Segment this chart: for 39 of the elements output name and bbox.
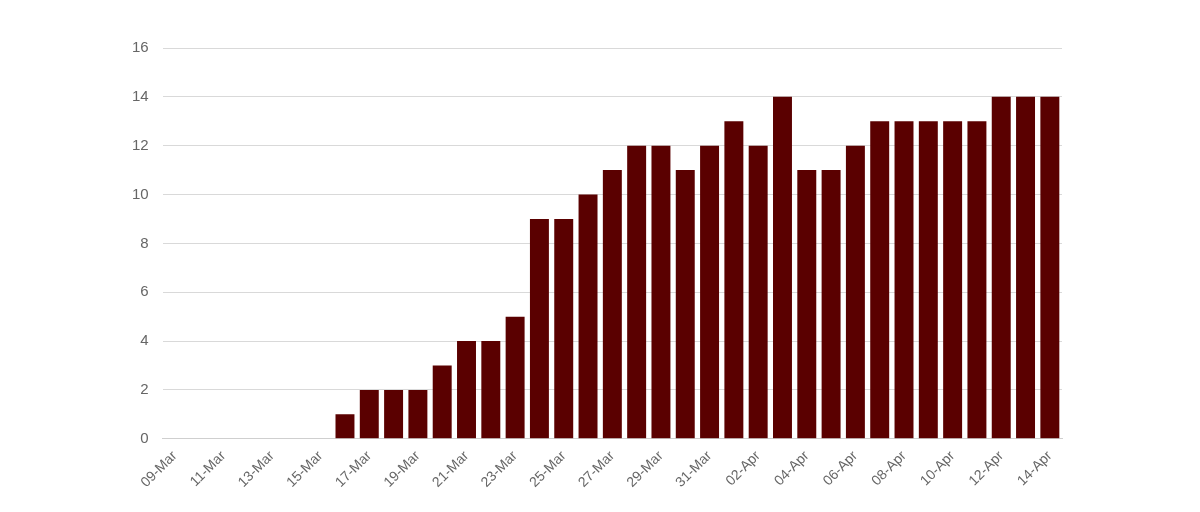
y-tick-label: 10 [132,184,149,202]
y-tick-label: 0 [140,428,149,446]
bar [724,121,744,439]
bar [505,316,525,439]
bar [675,170,695,439]
bar [967,121,987,439]
bar [943,121,963,439]
bar [554,218,574,439]
bar [748,145,768,439]
bar [432,365,452,439]
bar [359,389,379,439]
bar [918,121,938,439]
bar [335,414,355,439]
y-tick-label: 12 [132,135,149,153]
bar [991,96,1011,439]
bar [773,96,792,439]
y-tick-label: 4 [140,331,149,349]
bar [821,170,841,439]
bar [627,145,647,439]
y-tick-label: 2 [140,380,149,398]
bar [1040,96,1060,439]
bar [651,145,671,439]
y-tick-label: 6 [140,282,149,300]
y-tick-label: 8 [140,233,149,251]
bar [797,170,817,439]
bar [384,389,404,439]
bar [408,389,428,439]
bar [1016,96,1036,439]
bar [457,341,476,439]
bar [481,341,501,439]
bar [894,121,914,439]
bar [529,218,549,439]
bar [700,145,720,439]
bar [845,145,865,439]
bar [578,194,598,439]
bar [602,170,622,439]
y-tick-label: 16 [132,38,149,56]
y-tick-label: 14 [132,86,149,104]
bar [870,121,890,439]
